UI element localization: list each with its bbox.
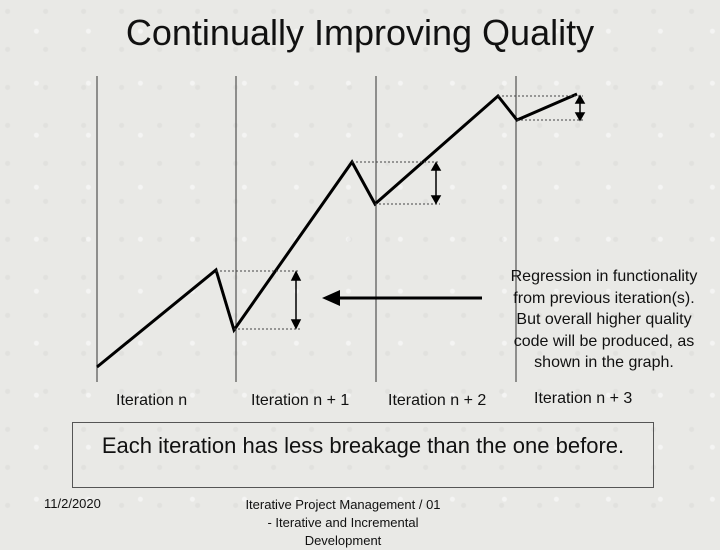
summary-box: Each iteration has less breakage than th… bbox=[72, 422, 654, 488]
callout-line: shown in the graph. bbox=[534, 354, 674, 371]
regression-arrow-3 bbox=[574, 94, 586, 122]
regression-arrow-2 bbox=[430, 161, 442, 205]
regression-guide-3 bbox=[498, 95, 583, 121]
summary-text: Each iteration has less breakage than th… bbox=[101, 433, 625, 458]
quality-trend-line bbox=[96, 92, 578, 369]
iteration-label-n-plus-3: Iteration n + 3 bbox=[534, 390, 633, 407]
regression-guide-1 bbox=[216, 270, 300, 330]
iteration-label-n-plus-2: Iteration n + 2 bbox=[388, 392, 487, 409]
footer-course-title: Iterative Project Management / 01 - Iter… bbox=[245, 497, 441, 548]
iteration-label-n: Iteration n bbox=[116, 392, 188, 409]
regression-arrow-1 bbox=[290, 270, 302, 330]
regression-guide-2 bbox=[352, 161, 440, 205]
callout-line: Regression in functionality bbox=[510, 268, 698, 285]
regression-callout: Regression in functionality from previou… bbox=[496, 266, 712, 374]
iteration-label-n-plus-1: Iteration n + 1 bbox=[251, 392, 350, 409]
footer-date: 11/2/2020 bbox=[44, 496, 101, 511]
slide-title: Continually Improving Quality bbox=[125, 12, 595, 53]
callout-arrow bbox=[322, 290, 482, 306]
callout-line: But overall higher quality bbox=[516, 311, 692, 328]
callout-line: from previous iteration(s). bbox=[513, 289, 695, 307]
callout-line: code will be produced, as bbox=[513, 332, 695, 350]
